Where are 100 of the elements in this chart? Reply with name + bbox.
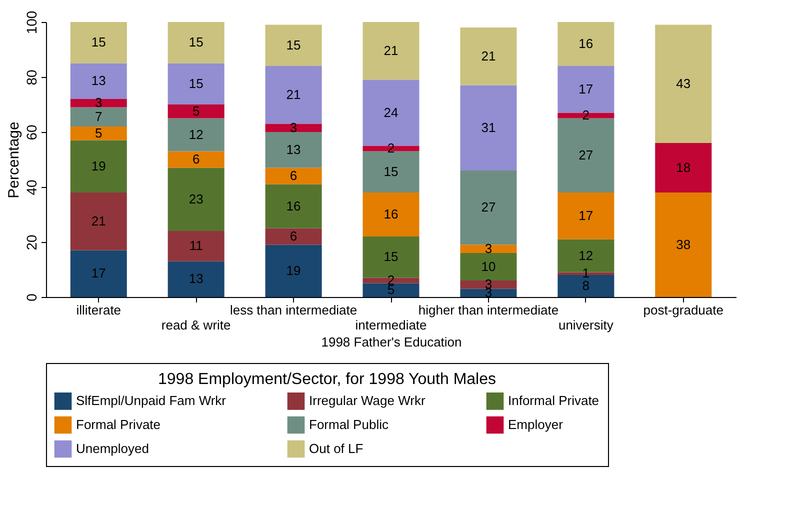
data-label: 6	[192, 152, 200, 166]
bar	[70, 107, 127, 126]
data-label: 21	[286, 86, 301, 102]
data-label: 3	[95, 95, 102, 110]
bar	[460, 288, 517, 297]
data-label: 18	[676, 160, 691, 175]
legend-title: 1998 Employment/Sector, for 1998 Youth Males	[158, 371, 496, 388]
bar	[265, 124, 322, 132]
data-label: 27	[578, 147, 594, 162]
data-label: 16	[286, 198, 301, 214]
data-label: 15	[91, 34, 106, 50]
bar	[362, 283, 420, 297]
data-label: 27	[481, 200, 496, 215]
bar	[655, 143, 712, 192]
data-label: 21	[384, 42, 398, 58]
bar	[460, 280, 517, 289]
x-tick-label: post-graduate	[643, 302, 724, 318]
data-label: 6	[290, 168, 298, 183]
y-tick-label: 100	[24, 10, 40, 34]
data-label: 43	[676, 76, 691, 91]
data-label: 13	[188, 271, 204, 286]
data-label: 6	[290, 228, 298, 244]
data-label: 31	[481, 120, 496, 135]
bar	[168, 22, 224, 64]
x-tick-label: less than intermediate	[230, 302, 358, 318]
bar	[265, 184, 322, 228]
bar	[265, 168, 322, 184]
legend-label: Formal Private	[76, 417, 161, 432]
data-label: 5	[95, 125, 102, 140]
x-tick-label: university	[558, 318, 614, 332]
bar	[460, 244, 517, 253]
bar	[168, 118, 224, 152]
bar	[168, 63, 224, 104]
bar	[70, 192, 127, 250]
x-tick-label: read & write	[161, 318, 231, 332]
bar	[168, 231, 224, 262]
data-label: 5	[192, 103, 200, 118]
data-label: 24	[384, 104, 398, 120]
bar	[168, 168, 224, 231]
bar	[655, 24, 712, 143]
bar	[168, 261, 224, 297]
bar	[460, 253, 517, 280]
bar	[655, 192, 712, 297]
data-label: 15	[384, 249, 398, 264]
bar	[168, 104, 224, 118]
data-label: 23	[188, 191, 204, 206]
data-label: 16	[384, 206, 398, 222]
y-tick-label: 80	[24, 70, 40, 86]
bar	[70, 250, 127, 297]
bar	[460, 170, 517, 245]
data-label: 17	[578, 81, 594, 96]
bar	[558, 22, 614, 66]
data-label: 11	[189, 238, 203, 254]
data-label: 13	[286, 142, 301, 157]
legend-label: Out of LF	[309, 441, 364, 456]
data-label: 3	[290, 120, 298, 135]
legend-label: Unemployed	[76, 441, 149, 456]
bar	[265, 132, 322, 168]
data-label: 15	[286, 37, 301, 52]
x-tick-label: higher than intermediate	[418, 302, 559, 318]
y-axis-title: Percentage	[6, 122, 22, 198]
bar	[70, 140, 127, 192]
legend-label: Informal Private	[508, 393, 600, 408]
data-label: 19	[286, 262, 301, 278]
data-label: 17	[578, 208, 594, 223]
legend-label: SlfEmpl/Unpaid Fam Wrkr	[76, 393, 227, 408]
bar	[265, 66, 322, 124]
bar	[460, 28, 517, 86]
y-tick-label: 20	[24, 234, 40, 250]
data-label: 15	[188, 34, 204, 50]
bar	[460, 85, 517, 170]
data-label: 8	[582, 278, 590, 293]
data-label: 7	[95, 108, 102, 124]
x-axis-title: 1998 Father's Education	[321, 334, 462, 350]
legend-label: Irregular Wage Wrkr	[309, 393, 426, 408]
data-label: 10	[481, 258, 496, 274]
data-label: 38	[676, 236, 691, 252]
bar	[70, 63, 127, 99]
bar	[558, 118, 614, 192]
data-label: 19	[91, 158, 106, 174]
bar	[265, 228, 322, 245]
bar	[362, 151, 420, 192]
legend-label: Formal Public	[309, 417, 389, 432]
bar	[70, 22, 127, 64]
data-label: 21	[481, 48, 496, 64]
data-label: 21	[91, 213, 106, 228]
bar	[362, 192, 420, 236]
bar	[168, 151, 224, 168]
data-label: 13	[91, 73, 106, 88]
data-label: 3	[484, 240, 492, 256]
bar	[362, 22, 420, 80]
bar	[70, 126, 127, 140]
x-tick-label: illiterate	[76, 302, 122, 318]
bar	[70, 99, 127, 108]
y-tick-label: 60	[24, 124, 40, 140]
bar	[265, 24, 322, 66]
data-label: 16	[578, 36, 594, 51]
x-tick-label: intermediate	[355, 318, 427, 332]
data-label: 17	[91, 266, 106, 281]
legend-label: Employer	[508, 417, 564, 432]
